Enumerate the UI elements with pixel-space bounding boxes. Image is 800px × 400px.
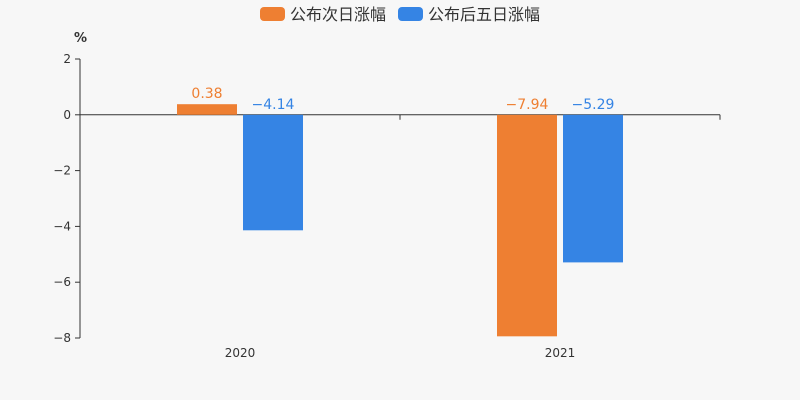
y-axis-unit: % bbox=[74, 31, 87, 46]
legend-label: 公布次日涨幅 bbox=[290, 5, 386, 24]
bar bbox=[563, 114, 623, 263]
legend-swatch bbox=[398, 7, 423, 21]
legend: 公布次日涨幅 公布后五日涨幅 bbox=[260, 5, 540, 24]
bar bbox=[177, 104, 237, 115]
y-tick-label: −2 bbox=[53, 164, 71, 178]
y-tick-label: 2 bbox=[63, 52, 71, 66]
x-tick-label: 2021 bbox=[545, 346, 576, 360]
legend-label: 公布后五日涨幅 bbox=[428, 5, 540, 24]
data-labels: 0.38 −4.14 −7.94 −5.29 bbox=[191, 86, 614, 113]
y-tick-label: −8 bbox=[53, 331, 71, 345]
data-label: 0.38 bbox=[191, 86, 222, 102]
y-tick-label: 0 bbox=[63, 108, 71, 122]
y-tick-label: −6 bbox=[53, 275, 71, 289]
data-label: −5.29 bbox=[572, 97, 615, 113]
bar bbox=[243, 114, 303, 231]
bar bbox=[497, 114, 557, 337]
legend-swatch bbox=[260, 7, 285, 21]
data-label: −4.14 bbox=[252, 97, 295, 113]
y-tick-label: −4 bbox=[53, 219, 71, 233]
bars bbox=[177, 104, 623, 337]
x-tick-label: 2020 bbox=[225, 346, 256, 360]
data-label: −7.94 bbox=[506, 97, 549, 113]
